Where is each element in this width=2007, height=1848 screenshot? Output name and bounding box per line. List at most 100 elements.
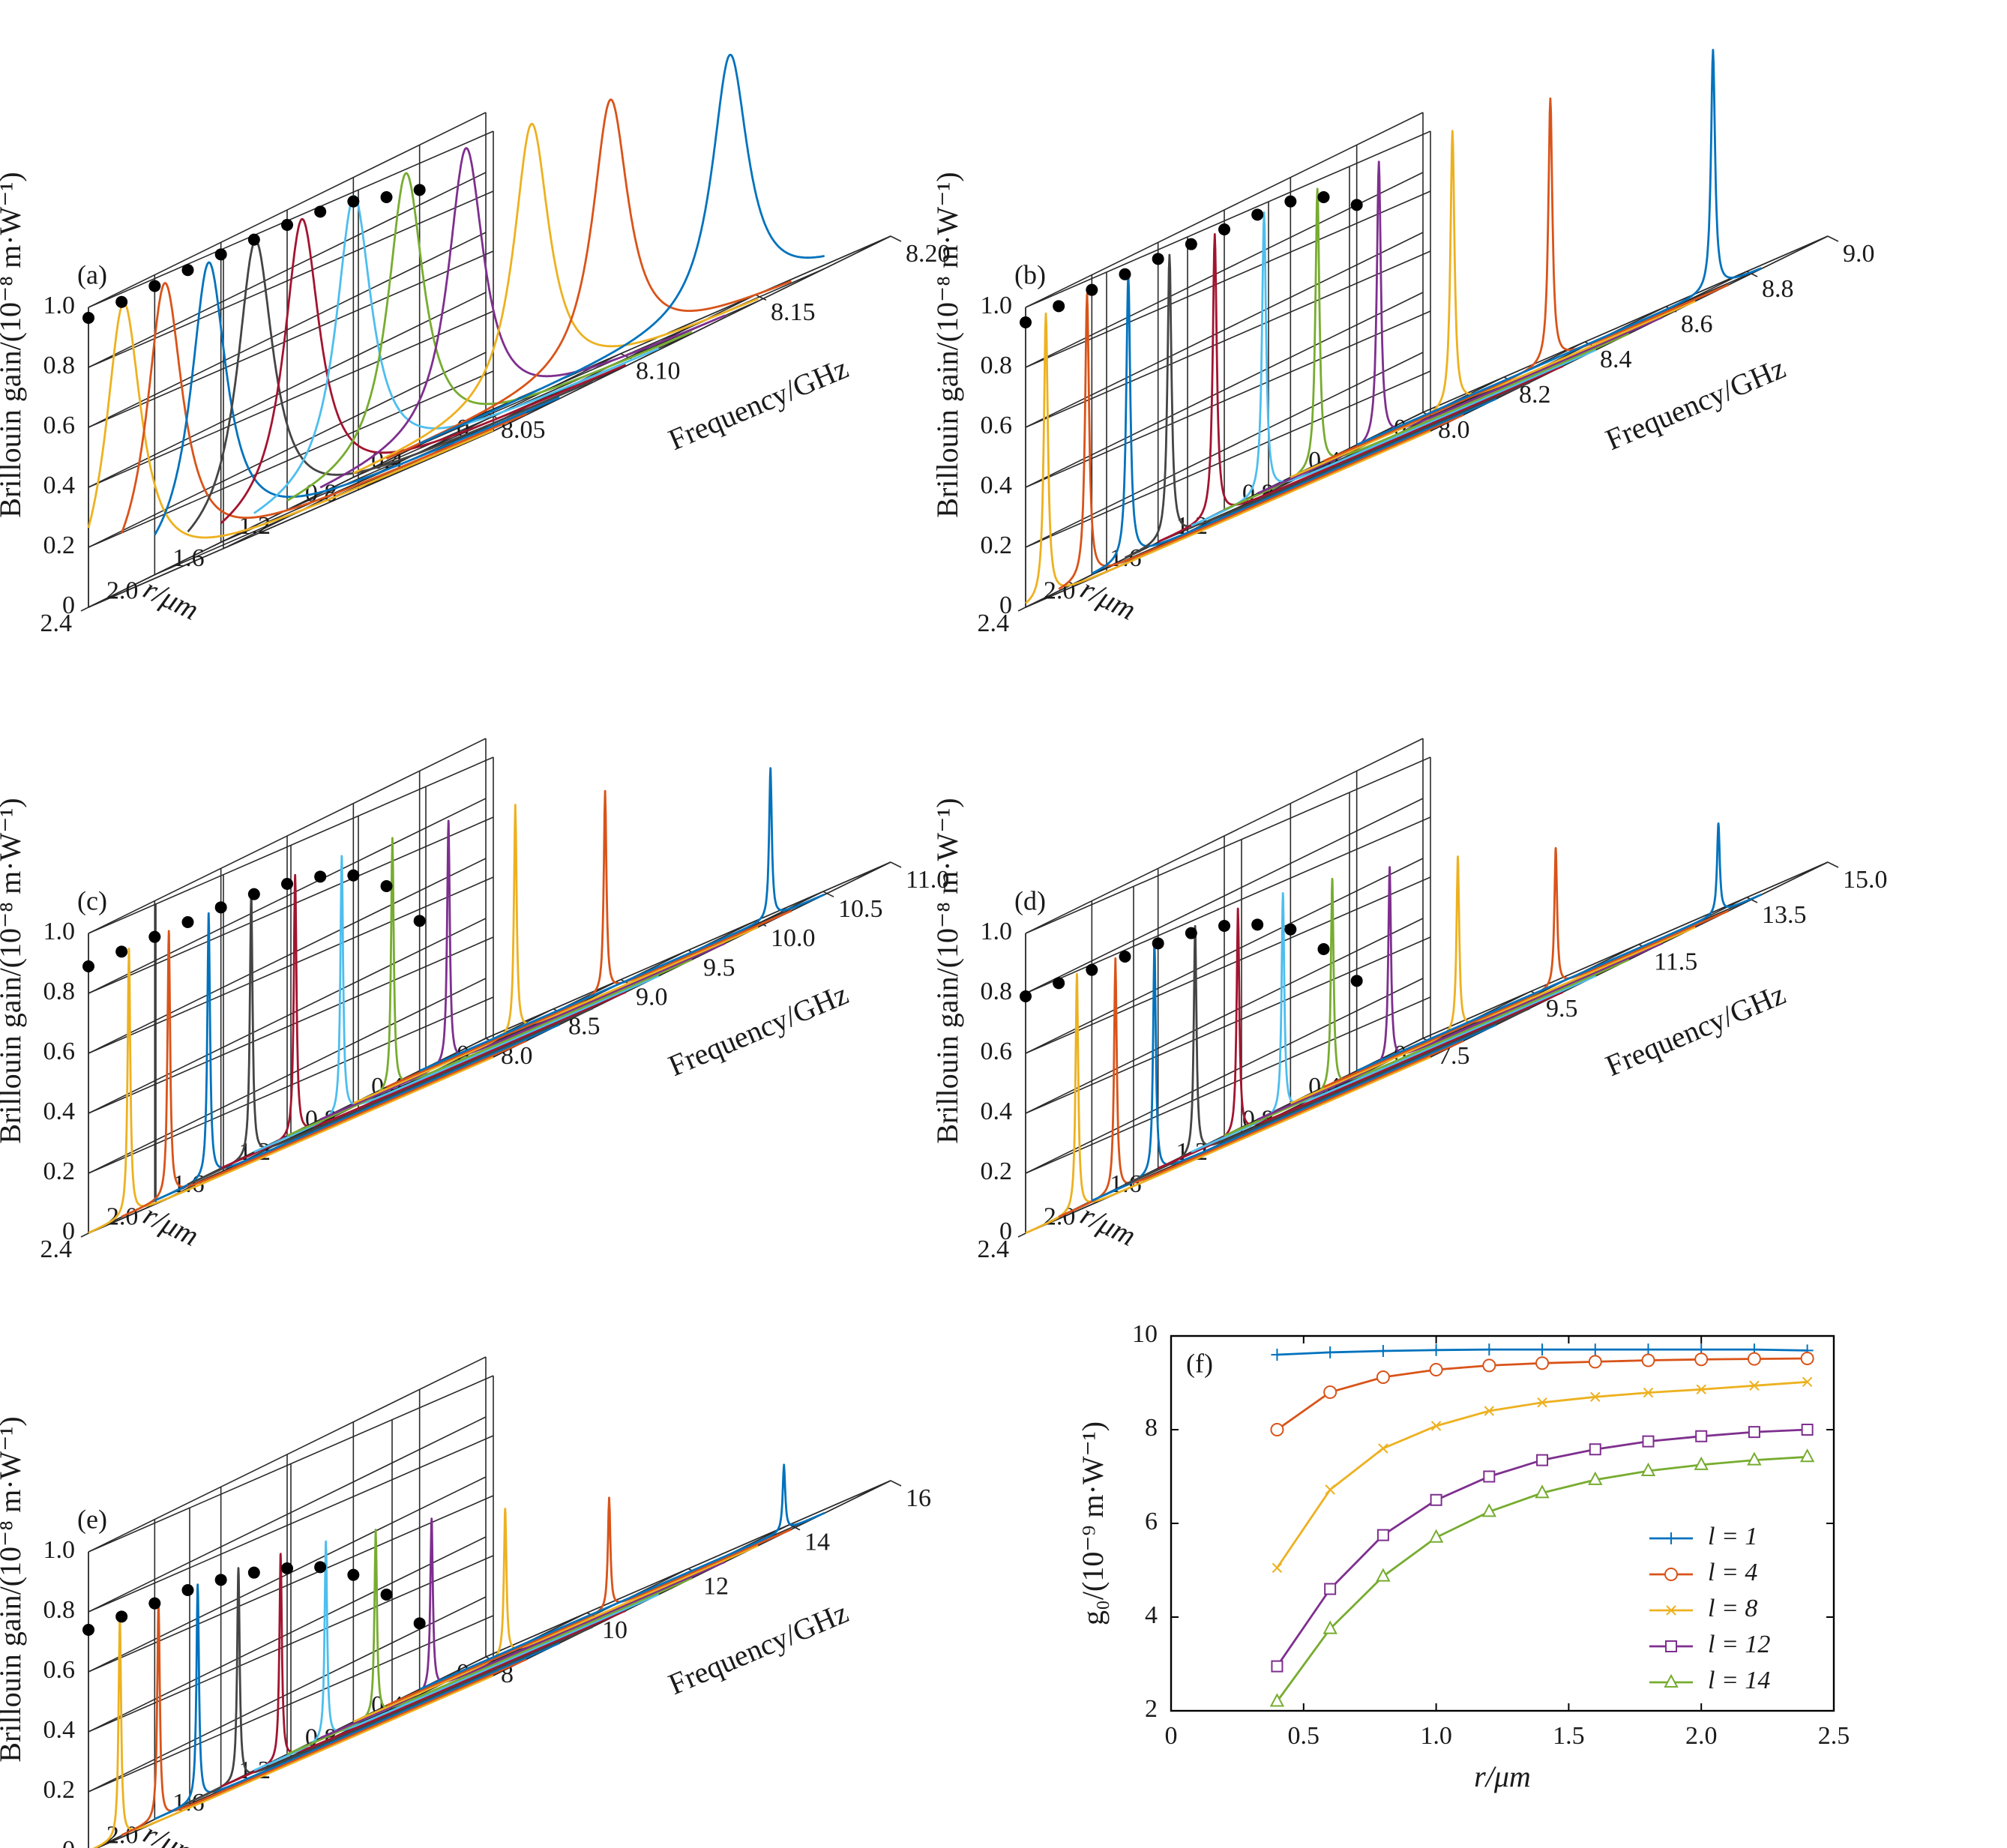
r-tick-mark bbox=[279, 1754, 288, 1759]
wall-grid-horizontal bbox=[1025, 738, 1424, 934]
wall-grid-horizontal bbox=[88, 936, 494, 1114]
peak-marker-r-2 bbox=[148, 280, 161, 292]
panel-a-3d: 00.20.40.60.81.000.40.81.21.62.02.48.058… bbox=[0, 53, 951, 637]
panel-d-3d: 00.20.40.60.81.000.40.81.21.62.02.47.59.… bbox=[930, 738, 1888, 1263]
square-marker bbox=[1536, 1454, 1549, 1466]
series-l1 bbox=[1271, 1343, 1814, 1361]
r-tick-label: 1.6 bbox=[172, 544, 205, 572]
y-tick-label: 6 bbox=[1145, 1508, 1158, 1535]
peak-marker-r-1.4 bbox=[247, 888, 260, 900]
wall-grid-horizontal bbox=[88, 858, 487, 1054]
square-marker bbox=[1376, 1529, 1389, 1541]
freq-tick-mark bbox=[755, 294, 767, 301]
r-tick-mark bbox=[478, 1038, 487, 1043]
x-marker bbox=[1749, 1380, 1760, 1391]
x-axis-label: r/μm bbox=[1474, 1760, 1531, 1793]
wall-grid-horizontal bbox=[1025, 996, 1431, 1174]
freq-tick-label: 8.10 bbox=[636, 357, 681, 385]
peak-marker-r-1 bbox=[314, 870, 327, 883]
peak-marker-r-1 bbox=[314, 205, 327, 218]
peak-marker-r-2.2 bbox=[115, 945, 128, 958]
freq-tick-label: 13.5 bbox=[1762, 901, 1807, 929]
peak-marker-r-2 bbox=[1086, 963, 1098, 976]
triangle-marker bbox=[1269, 1693, 1285, 1707]
wall-grid-horizontal bbox=[1025, 310, 1431, 488]
z-tick-label: 0.6 bbox=[981, 412, 1013, 439]
wall-grid-horizontal bbox=[88, 1356, 487, 1553]
z-tick-label: 0.8 bbox=[981, 978, 1013, 1005]
plus-marker bbox=[1324, 1346, 1337, 1358]
r-tick-mark bbox=[1282, 1102, 1291, 1108]
wall-grid-horizontal bbox=[88, 1375, 494, 1553]
z-tick-label: 0.4 bbox=[43, 1716, 76, 1744]
square-marker bbox=[1665, 1640, 1677, 1652]
triangle-marker bbox=[1535, 1484, 1550, 1499]
wall-grid-horizontal bbox=[88, 978, 487, 1174]
panel-label: (a) bbox=[77, 259, 107, 289]
peak-marker-r-1.2 bbox=[1218, 223, 1230, 235]
series-line-r-1 bbox=[1257, 160, 1663, 495]
peak-marker-r-2 bbox=[148, 930, 161, 943]
panel-label: (c) bbox=[77, 885, 107, 915]
wall-grid-horizontal bbox=[88, 1495, 494, 1673]
z-tick-label: 0.8 bbox=[43, 978, 76, 1005]
series-line-r-1 bbox=[319, 1517, 726, 1739]
r-tick-label: 2.4 bbox=[40, 1235, 73, 1263]
peak-marker-r-0.8 bbox=[347, 195, 360, 208]
legend: l = 1 l = 4 l = 8 l = 12 l = 14 bbox=[1649, 1523, 1770, 1694]
grid-lines bbox=[88, 1356, 891, 1848]
freq-tick-label: 9.5 bbox=[1546, 995, 1578, 1023]
x-marker bbox=[1537, 1397, 1547, 1408]
panel-label: (b) bbox=[1014, 259, 1046, 289]
peak-marker-r-0.4 bbox=[413, 915, 426, 927]
r-tick-mark bbox=[412, 1688, 421, 1694]
triangle-marker bbox=[1799, 1448, 1815, 1463]
series-line-r-0.6 bbox=[385, 1496, 792, 1707]
freq-tick-label: 10 bbox=[602, 1616, 628, 1644]
peak-marker-r-1.6 bbox=[1152, 253, 1164, 265]
wall-grid-horizontal bbox=[88, 798, 487, 994]
wall-grid-horizontal bbox=[1025, 292, 1424, 488]
peak-markers bbox=[82, 184, 426, 324]
wall-grid-horizontal bbox=[1025, 798, 1424, 994]
r-tick-mark bbox=[345, 476, 354, 482]
peak-markers bbox=[1020, 918, 1363, 1002]
series-curves bbox=[92, 1463, 825, 1848]
z-tick-label: 1.0 bbox=[43, 1536, 76, 1564]
freq-axis-label: Frequency/GHz bbox=[664, 351, 853, 457]
x-marker bbox=[1666, 1605, 1676, 1616]
wall-grid-horizontal bbox=[88, 370, 494, 548]
series-line-r-1.6 bbox=[220, 217, 627, 524]
series-line-r-2.2 bbox=[1058, 957, 1464, 1218]
r-tick-mark bbox=[146, 574, 155, 580]
triangle-marker bbox=[1664, 1673, 1679, 1688]
floor-grid-r bbox=[1422, 235, 1829, 413]
z-tick-label: 0 bbox=[999, 592, 1012, 619]
r-tick-mark bbox=[146, 1818, 155, 1824]
peak-marker-r-1 bbox=[1251, 208, 1264, 221]
series-line-r-1.8 bbox=[187, 893, 594, 1186]
plus-marker bbox=[1483, 1343, 1496, 1356]
freq-tick-label: 16 bbox=[906, 1484, 931, 1512]
peak-marker-r-2.4 bbox=[82, 1624, 94, 1636]
peak-marker-r-1.8 bbox=[1119, 268, 1131, 280]
circle-marker bbox=[1270, 1423, 1284, 1436]
plus-marker bbox=[1642, 1343, 1655, 1356]
peak-marker-r-0.4 bbox=[1350, 199, 1363, 211]
wall-grid-horizontal bbox=[1025, 112, 1424, 308]
square-marker bbox=[1324, 1583, 1337, 1595]
plus-marker bbox=[1430, 1343, 1442, 1356]
freq-tick-mark bbox=[890, 235, 902, 242]
wall-grid-horizontal bbox=[1025, 876, 1431, 1054]
panel-label: (e) bbox=[77, 1504, 107, 1534]
z-tick-label: 0 bbox=[999, 1218, 1012, 1245]
legend-label: l = 4 bbox=[1708, 1559, 1757, 1586]
peak-marker-r-2.4 bbox=[82, 312, 94, 324]
z-tick-label: 0.6 bbox=[43, 1038, 76, 1065]
freq-tick-label: 8.4 bbox=[1600, 346, 1632, 373]
r-axis-label: r/μm bbox=[139, 571, 205, 627]
wall-grid-horizontal bbox=[88, 918, 487, 1114]
triangle-marker bbox=[1694, 1456, 1709, 1470]
z-tick-label: 0.4 bbox=[43, 472, 76, 499]
wall-grid-horizontal bbox=[88, 232, 487, 428]
